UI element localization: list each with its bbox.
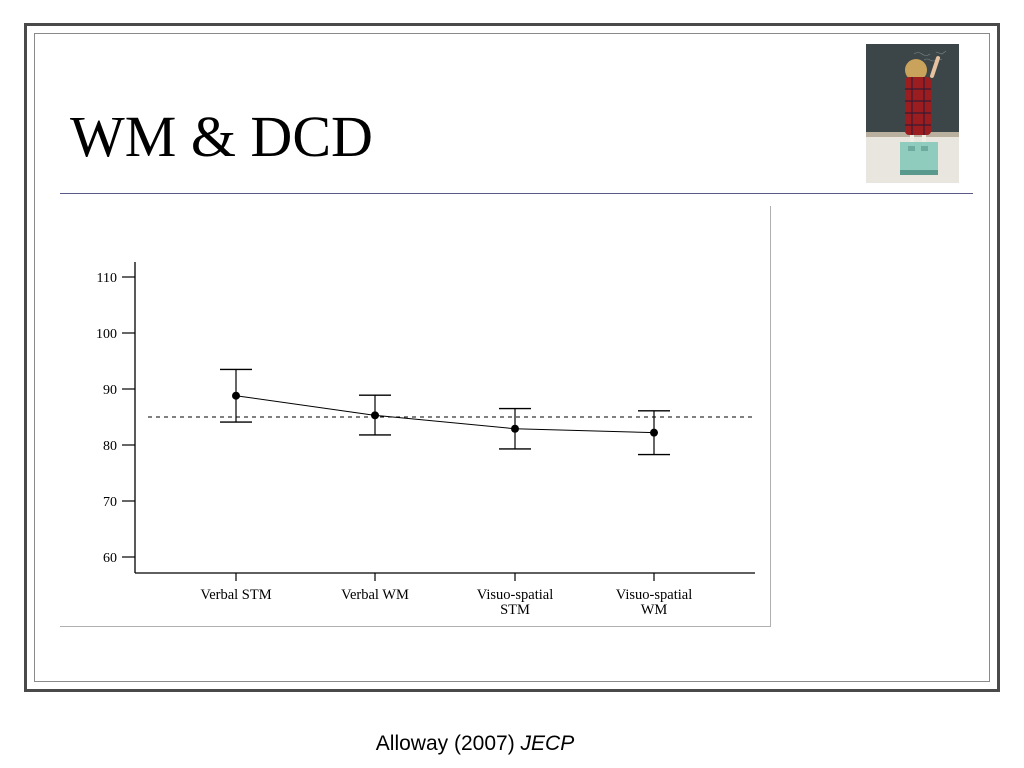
x-tick-label-2-0: Visuo-spatial <box>477 587 553 603</box>
raised-arm <box>930 56 940 78</box>
slide-title: WM & DCD <box>70 104 373 169</box>
slide-inner-border <box>34 33 990 682</box>
dress <box>905 77 931 135</box>
citation-journal: JECP <box>520 732 575 755</box>
y-tick-label-60: 60 <box>103 551 117 566</box>
y-tick-label-100: 100 <box>96 327 117 342</box>
title-divider <box>60 193 973 194</box>
girl-at-chalkboard-photo <box>866 44 959 183</box>
slide-frame <box>24 23 1000 692</box>
y-tick-label-90: 90 <box>103 383 117 398</box>
citation-author: Alloway (2007) <box>375 732 515 755</box>
photo-illustration <box>866 44 959 183</box>
data-point-2 <box>511 424 519 433</box>
hair <box>905 59 927 81</box>
data-point-3 <box>650 428 658 437</box>
citation: Alloway (2007) JECP <box>0 732 950 756</box>
x-tick-label-3-1: WM <box>641 602 668 618</box>
x-tick-label-2-1: STM <box>500 602 530 618</box>
x-tick-label-1-0: Verbal WM <box>341 587 409 603</box>
data-point-1 <box>371 411 379 420</box>
y-tick-label-110: 110 <box>97 271 117 286</box>
y-tick-label-80: 80 <box>103 439 117 454</box>
data-point-0 <box>232 391 240 400</box>
stool <box>900 142 938 172</box>
x-tick-label-3-0: Visuo-spatial <box>616 587 692 603</box>
x-tick-label-0-0: Verbal STM <box>200 587 271 603</box>
series-line <box>235 395 655 434</box>
chart-frame: 60 70 80 90 100 110 Verbal STM Verbal WM Visuo-s… <box>60 206 771 627</box>
y-tick-label-70: 70 <box>103 495 117 510</box>
error-bar-chart: 60 70 80 90 100 110 Verbal STM Verbal WM Visuo-s… <box>96 262 755 618</box>
